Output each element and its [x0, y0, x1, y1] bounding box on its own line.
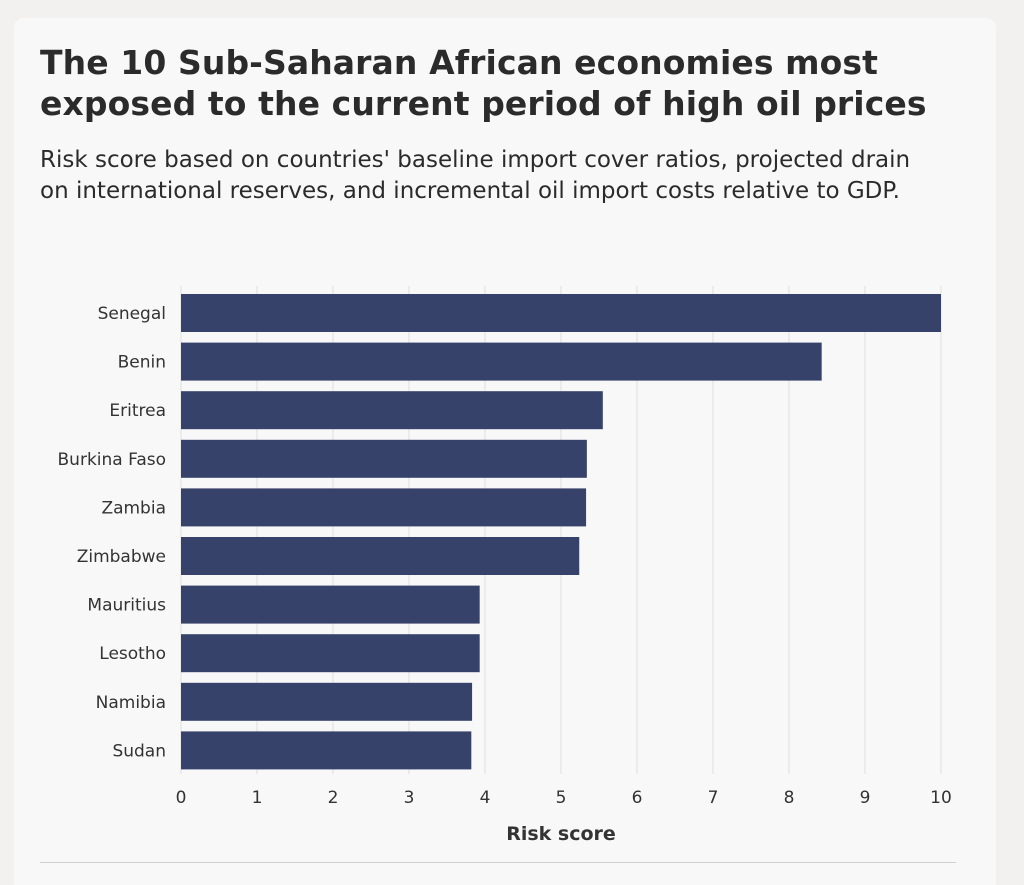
x-tick-label: 5: [556, 788, 567, 808]
x-tick-label: 2: [328, 788, 339, 808]
x-tick-label: 1: [252, 788, 263, 808]
x-tick-label: 9: [860, 788, 871, 808]
bar-eritrea: [181, 391, 603, 430]
bar-sudan: [181, 731, 472, 770]
bottom-divider: [40, 862, 956, 863]
bar-namibia: [181, 682, 473, 721]
category-label: Burkina Faso: [58, 450, 166, 470]
category-label: Eritrea: [109, 401, 166, 421]
category-labels: Senegal Benin Eritrea Burkina Faso Zambia Zim…: [58, 304, 167, 761]
category-label: Namibia: [96, 693, 166, 713]
bar-senegal: [181, 294, 941, 332]
x-tick-label: 3: [404, 788, 415, 808]
bar-mauritius: [181, 585, 480, 624]
x-axis-ticks: 0 1 2 3 4 5 6 7 8 9 10: [176, 788, 952, 808]
category-label: Benin: [118, 353, 166, 373]
chart-subtitle: Risk score based on countries' baseline …: [40, 147, 911, 204]
x-tick-label: 8: [784, 788, 795, 808]
category-label: Zambia: [101, 498, 166, 518]
x-tick-label: 6: [632, 788, 643, 808]
category-label: Sudan: [112, 741, 166, 761]
category-label: Lesotho: [99, 644, 166, 664]
category-label: Mauritius: [87, 596, 166, 616]
bars: [181, 294, 941, 770]
x-tick-label: 4: [480, 788, 491, 808]
x-tick-label: 10: [930, 788, 952, 808]
x-tick-label: 7: [708, 788, 719, 808]
chart-title: The 10 Sub-Saharan African economies mos…: [40, 43, 927, 123]
bar-benin: [181, 342, 822, 381]
category-label: Zimbabwe: [77, 547, 166, 567]
x-axis-label: Risk score: [506, 823, 616, 845]
bar-burkina-faso: [181, 439, 587, 478]
x-tick-label: 0: [176, 788, 187, 808]
bar-lesotho: [181, 634, 480, 673]
bar-zambia: [181, 488, 587, 527]
bar-zimbabwe: [181, 537, 580, 575]
category-label: Senegal: [98, 304, 166, 324]
